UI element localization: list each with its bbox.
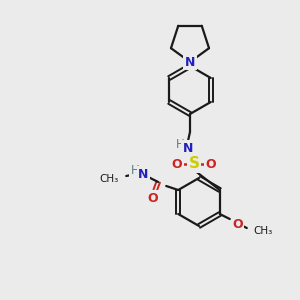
Text: O: O — [172, 158, 182, 170]
Text: CH₃: CH₃ — [254, 226, 273, 236]
Text: CH₃: CH₃ — [99, 174, 118, 184]
Text: H: H — [131, 164, 140, 176]
Text: O: O — [147, 191, 158, 205]
Text: O: O — [232, 218, 243, 230]
Text: N: N — [138, 167, 148, 181]
Text: H: H — [176, 137, 184, 151]
Text: O: O — [206, 158, 216, 170]
Text: N: N — [183, 142, 193, 154]
Text: S: S — [188, 157, 200, 172]
Text: N: N — [185, 56, 195, 68]
